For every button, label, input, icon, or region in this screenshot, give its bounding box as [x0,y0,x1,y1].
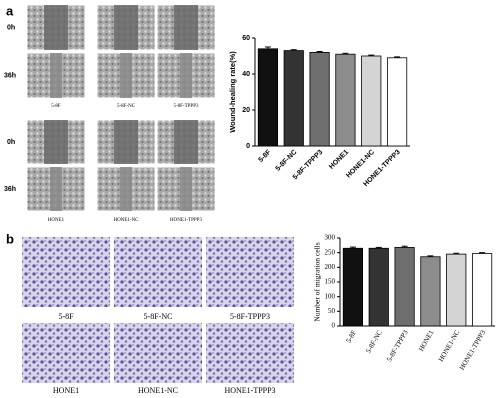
bar [394,246,415,327]
image-caption: 5-8F [58,312,74,321]
bar [342,247,364,327]
wound-gap [114,120,138,164]
bar [368,247,389,327]
time-label: 0h [7,24,15,31]
wound-gap [180,53,192,98]
time-label: 36h [4,72,16,79]
x-tick-label: 5-8F-NC [364,329,384,355]
y-tick-label: 150 [325,278,336,286]
micrograph [114,323,202,383]
image-caption: HONE1 [53,386,79,395]
y-tick-label: 250 [325,248,336,256]
x-tick-label: HONE1-NC [437,329,462,364]
image-caption: HONE1-TPPP3 [170,218,202,223]
wound-gap [50,53,62,98]
x-tick-label: 5-8F [344,329,358,345]
micrograph [22,323,110,383]
bar [335,53,356,147]
wound-gap [180,167,192,211]
wound-gap [174,5,198,50]
bar [257,48,279,147]
bar [309,52,330,147]
y-tick-label: 200 [325,263,336,271]
image-caption: 5-8F-TPPP3 [173,104,199,109]
x-tick-label: 5-8F-TPPP3 [385,328,410,363]
panel-label: a [6,3,14,18]
bar [283,50,304,147]
x-tick-label: HONE1-TPPP3 [458,328,488,371]
wound-gap [120,167,132,211]
bar [361,55,382,147]
image-caption: 5-8F [51,104,61,109]
wound-gap [44,120,68,164]
y-tick-label: 40 [242,71,250,78]
bar [471,253,493,327]
image-panels [22,4,294,383]
image-caption: HONE1 [48,218,65,223]
wound-gap [44,5,68,50]
y-tick-label: 60 [242,35,250,42]
y-tick-label: 20 [242,107,250,114]
y-tick-label: 300 [325,234,336,242]
image-caption: 5-8F-NC [117,104,136,109]
bar [420,256,441,327]
y-tick-label: 0 [332,322,336,330]
y-axis-label: Wound-healing rate(%) [228,51,237,133]
bar [386,57,408,147]
x-tick-label: 5-8F [257,148,273,164]
x-tick-label: 5-8F-NC [275,149,299,173]
micrograph [206,323,294,383]
image-caption: HONE1-NC [138,386,178,395]
x-tick-label: HONE1 [328,149,350,171]
y-tick-label: 0 [246,143,250,150]
image-caption: 5-8F-NC [144,312,173,321]
wound-gap [174,120,198,164]
micrograph [206,237,294,307]
image-caption: 5-8F-TPPP3 [230,312,270,321]
image-caption: HONE1-NC [114,218,140,223]
wound-gap [114,5,138,50]
bar [446,253,467,327]
y-axis-label: Number of migration cells [313,242,322,321]
x-tick-label: HONE1 [417,328,436,352]
y-tick-label: 50 [328,307,336,315]
panel-label: b [6,231,14,246]
wound-gap [120,53,132,98]
time-label: 0h [7,139,15,146]
wound-gap [50,167,62,211]
micrograph [114,237,202,307]
micrograph [22,237,110,307]
y-tick-label: 100 [325,292,336,300]
time-label: 36h [4,186,16,193]
image-caption: HONE1-TPPP3 [224,386,275,395]
